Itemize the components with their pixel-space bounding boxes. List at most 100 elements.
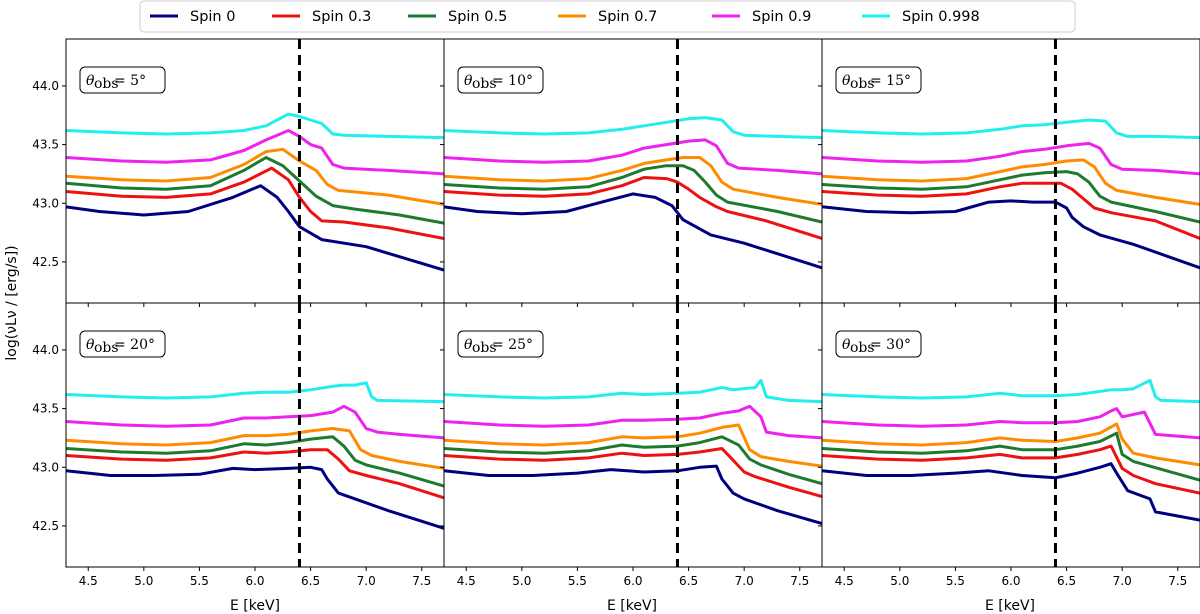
legend-label: Spin 0.7 bbox=[598, 9, 657, 25]
x-tick-label: 6.0 bbox=[623, 574, 642, 588]
series-line-spin-0.5 bbox=[444, 435, 822, 486]
legend: Spin 0 Spin 0.3 Spin 0.5 Spin 0.7 Spin 0.9 Sp… bbox=[139, 0, 1076, 33]
theta-symbol: θ bbox=[464, 73, 473, 89]
inclination-label-box bbox=[457, 330, 544, 358]
y-tick-label: 43.0 bbox=[32, 460, 59, 474]
y-axis-label: log(νLν / [erg/s]) bbox=[4, 245, 20, 360]
legend-label: Spin 0 bbox=[190, 9, 235, 25]
x-tick-label: 5.0 bbox=[890, 574, 909, 588]
series-line-spin-0.3 bbox=[444, 176, 822, 240]
theta-subscript: obs bbox=[472, 76, 497, 92]
y-tick-label: 44.0 bbox=[32, 79, 59, 93]
panel-2: θ obs= 10° bbox=[440, 38, 823, 307]
x-axis-label-1: E [keV] bbox=[230, 598, 280, 614]
theta-symbol: θ bbox=[464, 337, 473, 353]
series-line-spin-0.7 bbox=[822, 158, 1200, 206]
x-tick-label: 5.5 bbox=[190, 574, 209, 588]
series-line-spin-0.998 bbox=[66, 381, 444, 404]
series-line-spin-0.9 bbox=[444, 404, 822, 440]
x-tick-label: 7.0 bbox=[735, 574, 754, 588]
x-tick-label: 6.5 bbox=[301, 574, 320, 588]
series-line-spin-0.3 bbox=[444, 447, 822, 499]
x-axis-label-2: E [keV] bbox=[607, 598, 657, 614]
x-tick-label: 6.5 bbox=[679, 574, 698, 588]
theta-subscript: obs bbox=[94, 340, 119, 356]
series-line-spin-0.3 bbox=[66, 166, 444, 240]
inclination-value: = 20° bbox=[114, 337, 155, 353]
y-tick-label: 43.5 bbox=[32, 402, 59, 416]
legend-label: Spin 0.9 bbox=[752, 9, 811, 25]
series-line-spin-0.9 bbox=[822, 407, 1200, 440]
series-line-spin-0.7 bbox=[66, 147, 444, 206]
y-tick-label: 43.5 bbox=[32, 138, 59, 152]
x-tick-label: 7.0 bbox=[1113, 574, 1132, 588]
series-line-spin-0.9 bbox=[66, 129, 444, 176]
series-line-spin-0 bbox=[66, 184, 444, 272]
inclination-label: θ obs= 25° bbox=[457, 330, 544, 358]
inclination-label-box bbox=[79, 330, 166, 358]
inclination-value: = 5° bbox=[114, 73, 146, 89]
x-tick-label: 4.5 bbox=[457, 574, 476, 588]
series-line-spin-0.998 bbox=[822, 378, 1200, 404]
x-tick-label: 5.5 bbox=[568, 574, 587, 588]
panel-4: 4.5 5.0 5.5 6.0 6.5 7.0 7.5 42.5 43.0 43.5 44.0 θ ob… bbox=[32, 302, 445, 588]
theta-subscript: obs bbox=[94, 76, 119, 92]
inclination-label: θ obs= 15° bbox=[835, 66, 922, 94]
x-tick-label: 5.5 bbox=[946, 574, 965, 588]
series-line-spin-0.9 bbox=[66, 404, 444, 440]
x-tick-label: 5.0 bbox=[512, 574, 531, 588]
x-tick-label: 6.0 bbox=[245, 574, 264, 588]
legend-frame bbox=[139, 0, 1076, 33]
legend-label: Spin 0.998 bbox=[902, 9, 980, 25]
series-line-spin-0.7 bbox=[444, 156, 822, 206]
series-line-spin-0 bbox=[444, 464, 822, 526]
x-tick-label: 4.5 bbox=[79, 574, 98, 588]
x-tick-label: 7.5 bbox=[412, 574, 431, 588]
panel-1: 42.5 43.0 43.5 44.0 θ obs= 5° bbox=[32, 38, 445, 307]
panel-grid: 42.543.043.544.0 θ obs= 5° θ obs= 10° θ obs= 1… bbox=[32, 38, 1200, 588]
theta-symbol: θ bbox=[842, 337, 851, 353]
theta-subscript: obs bbox=[472, 340, 497, 356]
series-line-spin-0.3 bbox=[822, 444, 1200, 495]
series-line-spin-0 bbox=[444, 192, 822, 270]
inclination-value: = 25° bbox=[492, 337, 533, 353]
inclination-label-box bbox=[79, 66, 166, 94]
inclination-label: θ obs= 30° bbox=[835, 330, 922, 358]
inclination-label-box bbox=[457, 66, 544, 94]
theta-subscript: obs bbox=[850, 340, 875, 356]
series-line-spin-0.5 bbox=[66, 156, 444, 225]
inclination-value: = 15° bbox=[870, 73, 911, 89]
y-tick-label: 42.5 bbox=[32, 519, 59, 533]
legend-label: Spin 0.5 bbox=[448, 9, 507, 25]
series-line-spin-0.9 bbox=[822, 141, 1200, 176]
inclination-label: θ obs= 5° bbox=[79, 66, 166, 94]
x-tick-label: 7.0 bbox=[357, 574, 376, 588]
x-tick-label: 7.5 bbox=[1168, 574, 1187, 588]
series-line-spin-0 bbox=[822, 199, 1200, 270]
series-line-spin-0.998 bbox=[444, 378, 822, 404]
x-tick-label: 6.5 bbox=[1057, 574, 1076, 588]
theta-subscript: obs bbox=[850, 76, 875, 92]
x-tick-label: 4.5 bbox=[835, 574, 854, 588]
y-tick-label: 42.5 bbox=[32, 255, 59, 269]
y-tick-label: 44.0 bbox=[32, 343, 59, 357]
inclination-label-box bbox=[835, 330, 922, 358]
theta-symbol: θ bbox=[86, 337, 95, 353]
theta-symbol: θ bbox=[86, 73, 95, 89]
inclination-value: = 10° bbox=[492, 73, 533, 89]
x-tick-label: 5.0 bbox=[134, 574, 153, 588]
series-line-spin-0.998 bbox=[66, 112, 444, 140]
x-tick-label: 6.0 bbox=[1001, 574, 1020, 588]
panel-3: θ obs= 15° bbox=[818, 38, 1200, 307]
series-line-spin-0.5 bbox=[822, 431, 1200, 482]
series-line-spin-0.5 bbox=[444, 164, 822, 224]
series-line-spin-0.3 bbox=[822, 181, 1200, 240]
panel-6: 4.5 5.0 5.5 6.0 6.5 7.0 7.5 θ obs= 30° bbox=[818, 302, 1200, 588]
panel-5: 4.5 5.0 5.5 6.0 6.5 7.0 7.5 θ obs= 25° bbox=[440, 302, 823, 588]
series-line-spin-0.7 bbox=[444, 423, 822, 468]
legend-label: Spin 0.3 bbox=[312, 9, 371, 25]
x-axis-label-3: E [keV] bbox=[985, 598, 1035, 614]
inclination-label: θ obs= 20° bbox=[79, 330, 166, 358]
